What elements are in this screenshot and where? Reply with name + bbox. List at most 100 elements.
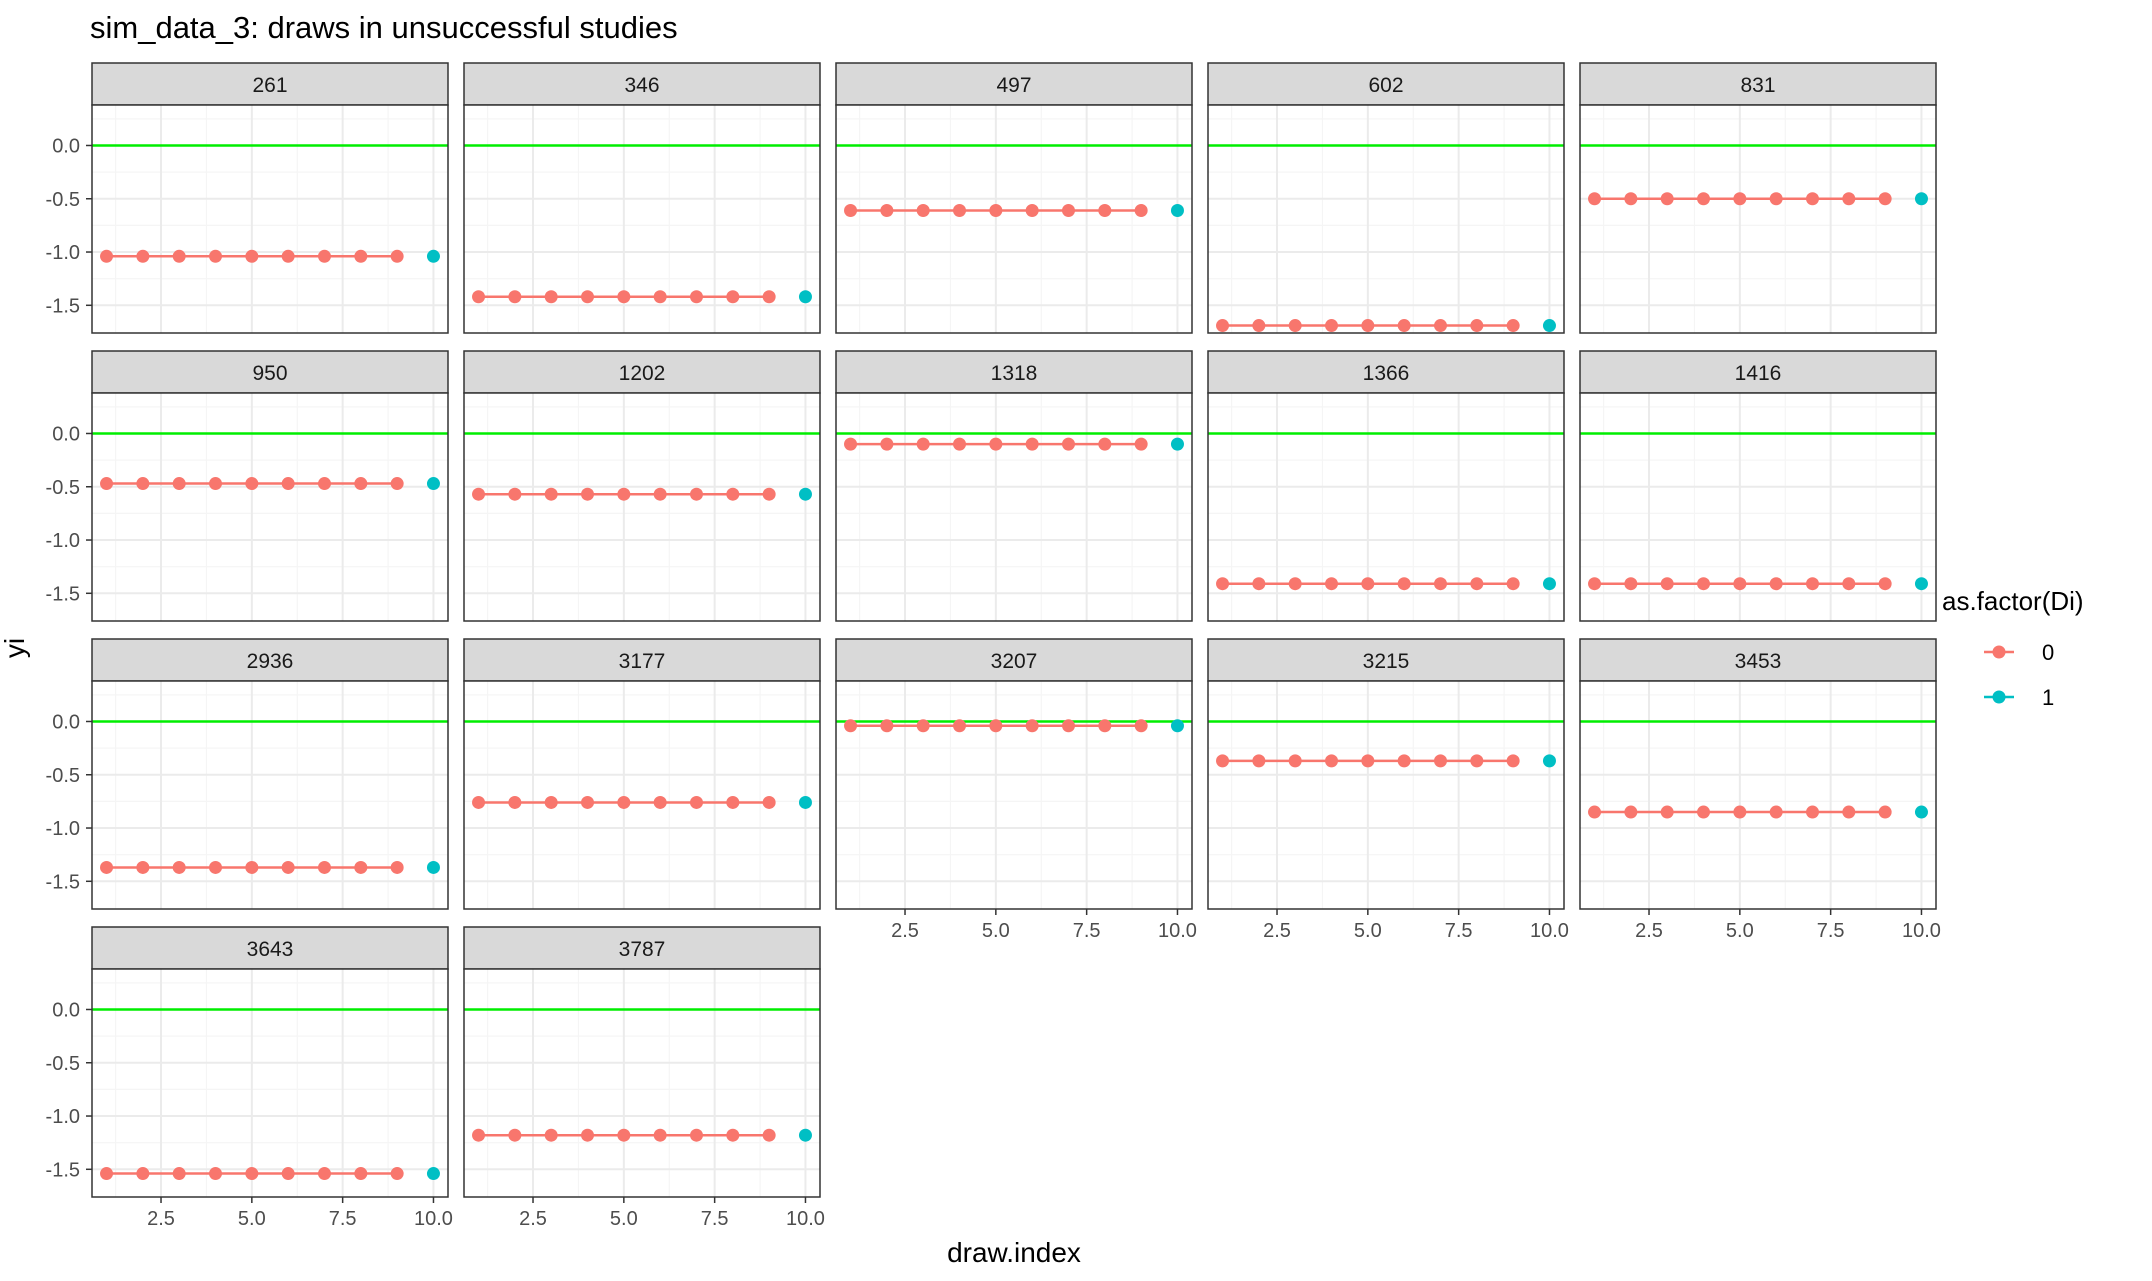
x-tick-label: 2.5 bbox=[1635, 920, 1663, 942]
facet-panel: 831 bbox=[1579, 62, 1937, 334]
data-point-di-0 bbox=[317, 249, 331, 263]
data-point-di-0 bbox=[1878, 577, 1892, 591]
facet-strip bbox=[1207, 638, 1565, 682]
data-point-di-0 bbox=[354, 477, 368, 491]
facet-panel: 3177 bbox=[463, 638, 821, 910]
y-tick-label: 0.0 bbox=[52, 135, 80, 157]
data-point-di-0 bbox=[1061, 719, 1075, 733]
data-point-di-0 bbox=[1733, 577, 1747, 591]
panel-border bbox=[835, 680, 1193, 910]
panel-border bbox=[463, 968, 821, 1198]
data-point-di-1 bbox=[1914, 577, 1928, 591]
x-tick-label: 10.0 bbox=[1158, 920, 1197, 942]
panel-background bbox=[1208, 105, 1564, 333]
facet-strip bbox=[1579, 350, 1937, 394]
data-point-di-0 bbox=[544, 795, 558, 809]
facet-label: 497 bbox=[996, 74, 1031, 97]
data-point-di-0 bbox=[1470, 319, 1484, 333]
panel-border bbox=[91, 968, 449, 1198]
facet-label: 3215 bbox=[1363, 650, 1410, 673]
legend-title: as.factor(Di) bbox=[1942, 586, 2084, 616]
facet-panel: 261 0.0 -0.5 -1.0 -1.5 bbox=[46, 62, 449, 334]
data-point-di-1 bbox=[1170, 719, 1184, 733]
legend-item-0: 0 bbox=[1984, 640, 2054, 665]
data-point-di-0 bbox=[844, 203, 858, 217]
x-tick-label: 5.0 bbox=[238, 1208, 266, 1230]
data-point-di-0 bbox=[136, 477, 150, 491]
y-tick-label: -0.5 bbox=[46, 477, 80, 499]
data-point-di-0 bbox=[1842, 577, 1856, 591]
data-point-di-0 bbox=[1733, 192, 1747, 206]
data-point-di-0 bbox=[317, 860, 331, 874]
data-point-di-0 bbox=[1470, 577, 1484, 591]
data-point-di-0 bbox=[762, 795, 776, 809]
data-point-di-0 bbox=[1134, 437, 1148, 451]
data-point-di-0 bbox=[1361, 319, 1375, 333]
data-point-di-0 bbox=[1252, 754, 1266, 768]
data-point-di-0 bbox=[989, 437, 1003, 451]
data-point-di-0 bbox=[1288, 319, 1302, 333]
data-point-di-1 bbox=[798, 795, 812, 809]
data-point-di-0 bbox=[1216, 577, 1230, 591]
data-point-di-0 bbox=[1325, 319, 1339, 333]
facet-panel: 3453 2.5 5.0 7.5 10.0 bbox=[1579, 638, 1941, 942]
y-tick-label: -1.0 bbox=[46, 818, 80, 840]
data-point-di-0 bbox=[726, 487, 740, 501]
data-point-di-0 bbox=[508, 1128, 522, 1142]
data-point-di-0 bbox=[1878, 192, 1892, 206]
facet-panel: 346 bbox=[463, 62, 821, 334]
data-point-di-0 bbox=[172, 477, 186, 491]
data-point-di-0 bbox=[508, 487, 522, 501]
panel-background bbox=[464, 393, 820, 621]
facet-panel: 3207 2.5 5.0 7.5 10.0 bbox=[835, 638, 1197, 942]
data-point-di-0 bbox=[1134, 719, 1148, 733]
data-point-di-0 bbox=[916, 203, 930, 217]
data-point-di-0 bbox=[1288, 577, 1302, 591]
data-point-di-0 bbox=[1697, 577, 1711, 591]
x-tick-label: 5.0 bbox=[982, 920, 1010, 942]
y-tick-label: -0.5 bbox=[46, 765, 80, 787]
data-point-di-0 bbox=[209, 860, 223, 874]
x-tick-label: 10.0 bbox=[414, 1208, 453, 1230]
data-point-di-0 bbox=[390, 860, 404, 874]
data-point-di-0 bbox=[1216, 319, 1230, 333]
x-tick-label: 7.5 bbox=[329, 1208, 357, 1230]
data-point-di-0 bbox=[1697, 805, 1711, 819]
data-point-di-1 bbox=[426, 860, 440, 874]
facet-strip bbox=[91, 62, 449, 106]
data-point-di-0 bbox=[1288, 754, 1302, 768]
y-tick-label: -1.0 bbox=[46, 242, 80, 264]
panel-background bbox=[92, 969, 448, 1197]
data-point-di-1 bbox=[1542, 754, 1556, 768]
data-point-di-0 bbox=[617, 795, 631, 809]
data-point-di-0 bbox=[689, 1128, 703, 1142]
data-point-di-0 bbox=[953, 203, 967, 217]
data-point-di-0 bbox=[1660, 192, 1674, 206]
data-point-di-1 bbox=[426, 1167, 440, 1181]
facet-strip bbox=[463, 638, 821, 682]
x-axis-label: draw.index bbox=[947, 1237, 1081, 1268]
legend-item-1: 1 bbox=[1984, 685, 2054, 710]
data-point-di-0 bbox=[617, 1128, 631, 1142]
data-point-di-0 bbox=[726, 795, 740, 809]
data-point-di-0 bbox=[1588, 577, 1602, 591]
facet-panel: 1318 bbox=[835, 350, 1193, 622]
panel-background bbox=[1580, 105, 1936, 333]
data-point-di-0 bbox=[136, 1167, 150, 1181]
legend-key-point bbox=[1992, 690, 2006, 704]
data-point-di-0 bbox=[390, 1167, 404, 1181]
x-tick-label: 5.0 bbox=[1354, 920, 1382, 942]
panel-background bbox=[836, 105, 1192, 333]
x-tick-label: 7.5 bbox=[1445, 920, 1473, 942]
panel-border bbox=[91, 104, 449, 334]
data-point-di-0 bbox=[354, 1167, 368, 1181]
facet-panels: 261 0.0 -0.5 -1.0 -1.5 346 497 602 831 950 0.0 -0.5… bbox=[46, 62, 1941, 1230]
facet-label: 1366 bbox=[1363, 362, 1410, 385]
y-axis-label: yi bbox=[0, 638, 30, 658]
data-point-di-0 bbox=[689, 795, 703, 809]
data-point-di-0 bbox=[472, 795, 486, 809]
facet-strip bbox=[91, 350, 449, 394]
data-point-di-0 bbox=[880, 719, 894, 733]
data-point-di-0 bbox=[1061, 437, 1075, 451]
